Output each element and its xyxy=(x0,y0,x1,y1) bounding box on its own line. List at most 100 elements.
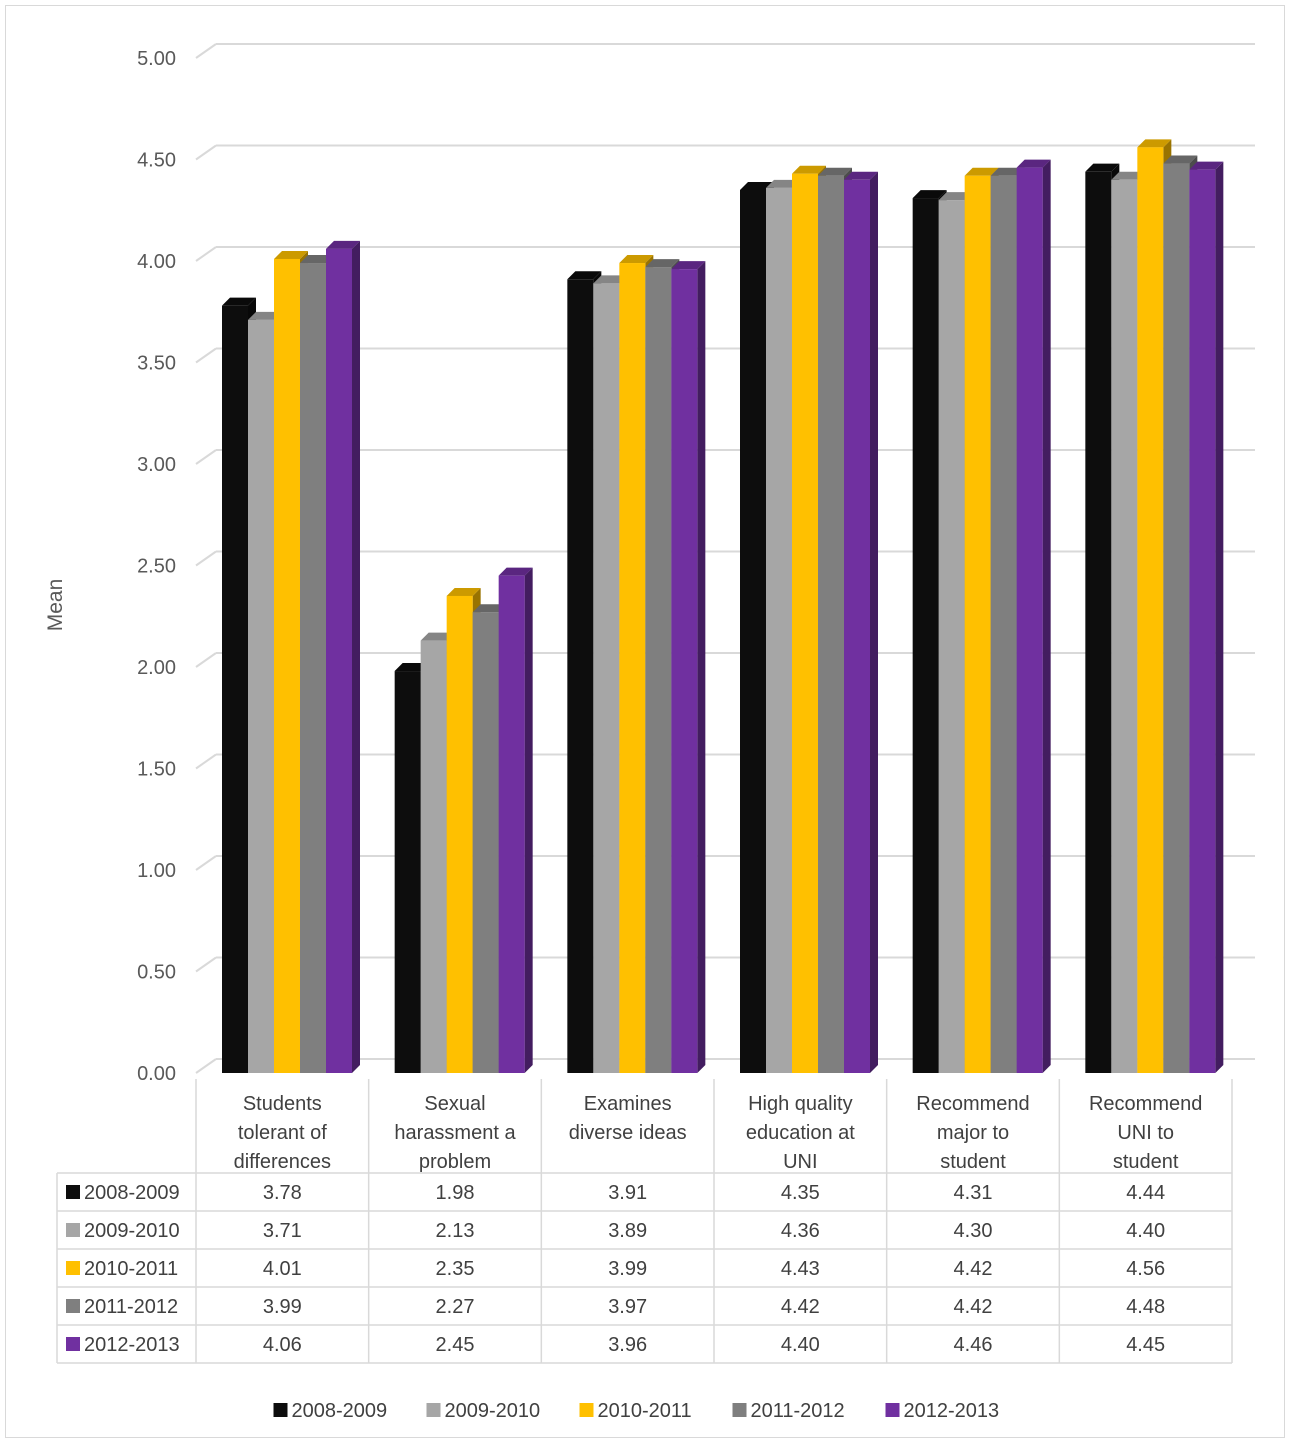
bar-top xyxy=(1163,155,1198,164)
bar-front xyxy=(645,267,672,1074)
legend-swatch xyxy=(273,1403,288,1417)
bar-top xyxy=(1085,163,1120,172)
gridline-diag xyxy=(195,449,217,465)
bar-side xyxy=(870,171,878,1074)
table-cell-value: 4.35 xyxy=(781,1182,820,1204)
y-tick-label: 5.00 xyxy=(137,48,176,70)
y-tick-label: 3.00 xyxy=(137,454,176,476)
bar-side xyxy=(697,261,706,1073)
y-tick-label: 4.50 xyxy=(137,150,176,172)
table-cell-value: 4.01 xyxy=(263,1258,302,1280)
y-tick-label: 2.50 xyxy=(137,556,176,578)
bar-front xyxy=(567,279,594,1073)
bar-front xyxy=(938,200,965,1074)
table-cell-value: 3.78 xyxy=(263,1182,302,1204)
bar-top xyxy=(1016,159,1051,168)
bar-top xyxy=(964,167,999,176)
bar-side xyxy=(524,567,533,1073)
table-cell-value: 1.98 xyxy=(436,1182,475,1204)
bar-top xyxy=(938,192,973,201)
bar-top xyxy=(818,167,852,176)
table-legend-key xyxy=(66,1299,80,1313)
table-cell-value: 3.99 xyxy=(608,1258,647,1280)
bar-top xyxy=(300,255,334,264)
table-series-name: 2010-2011 xyxy=(84,1258,178,1280)
legend-label: 2009-2010 xyxy=(445,1400,541,1422)
category-label: problem xyxy=(419,1151,491,1173)
legend-label: 2011-2012 xyxy=(751,1400,845,1422)
bar-front xyxy=(446,595,473,1073)
bar-front xyxy=(222,305,248,1073)
table-cell-value: 3.97 xyxy=(608,1296,647,1318)
bar-front xyxy=(326,248,352,1073)
category-label: UNI to xyxy=(1117,1122,1174,1144)
table-cell-value: 4.56 xyxy=(1126,1258,1165,1280)
bar-front xyxy=(818,175,844,1074)
bar-front xyxy=(740,189,766,1073)
legend-label: 2010-2011 xyxy=(598,1400,692,1422)
gridline-diag xyxy=(195,1058,217,1074)
bar-top xyxy=(844,171,878,180)
y-tick-label: 2.00 xyxy=(137,657,176,679)
y-tick-label: 4.00 xyxy=(137,251,176,273)
category-label: Recommend xyxy=(1089,1093,1202,1115)
table-cell-value: 4.43 xyxy=(781,1258,820,1280)
y-axis-label: Mean xyxy=(44,579,67,632)
table-legend-key xyxy=(66,1337,80,1351)
bar-top xyxy=(671,261,706,270)
category-label: Recommend xyxy=(916,1093,1029,1115)
data-table: Students tolerant of differences Sexual hara… xyxy=(56,1079,1233,1364)
bar-front xyxy=(990,175,1017,1074)
legend-item: 2010-2011 xyxy=(579,1400,692,1422)
bar-top xyxy=(222,297,256,306)
gridline-diag xyxy=(195,347,217,364)
table-series-name: 2008-2009 xyxy=(84,1182,180,1204)
bar xyxy=(844,171,878,1074)
bar-top xyxy=(645,259,680,268)
legend-item: 2009-2010 xyxy=(426,1400,541,1422)
bar-front xyxy=(498,575,525,1073)
category-label: tolerant of xyxy=(238,1122,327,1144)
table-series-name: 2009-2010 xyxy=(84,1220,180,1242)
table-cell-value: 4.06 xyxy=(263,1334,302,1356)
bar-top xyxy=(912,190,947,199)
bar-front xyxy=(274,258,300,1074)
category-label: Sexual xyxy=(424,1093,485,1115)
legend-swatch xyxy=(579,1403,594,1417)
bar-top xyxy=(619,255,654,264)
bar-front xyxy=(1137,147,1164,1073)
category-label: student xyxy=(940,1151,1006,1173)
y-tick-label: 1.00 xyxy=(137,860,176,882)
bar-top xyxy=(567,271,602,280)
category-label: Students xyxy=(243,1093,322,1115)
table-cell-value: 2.35 xyxy=(436,1258,475,1280)
gridline-diag xyxy=(195,753,217,770)
bar-top xyxy=(1137,139,1172,148)
bar xyxy=(498,567,533,1073)
table-cell-value: 2.45 xyxy=(436,1334,475,1356)
bar-top xyxy=(274,250,308,259)
y-tick-label: 0.50 xyxy=(137,962,176,984)
bar-front xyxy=(792,173,818,1073)
bar xyxy=(326,240,360,1073)
legend-swatch xyxy=(885,1403,900,1417)
table-cell-value: 4.42 xyxy=(781,1296,820,1318)
category-label: education at xyxy=(746,1122,855,1144)
gridline-diag xyxy=(195,246,217,262)
bar-side xyxy=(1042,159,1051,1073)
bar-top xyxy=(420,632,455,641)
bar-front xyxy=(394,671,421,1073)
bar-front xyxy=(420,640,447,1073)
bar-top xyxy=(326,240,360,249)
category-label: Examines xyxy=(584,1093,672,1115)
table-cell-value: 4.45 xyxy=(1126,1334,1165,1356)
table-cell-value: 3.99 xyxy=(263,1296,302,1318)
bar-top xyxy=(740,181,774,190)
gridline-diag xyxy=(195,43,217,59)
category-label: UNI xyxy=(783,1151,817,1173)
gridline-diag xyxy=(195,956,217,973)
table-cell-value: 4.46 xyxy=(954,1334,993,1356)
table-cell-value: 4.44 xyxy=(1126,1182,1165,1204)
table-cell-value: 4.42 xyxy=(954,1296,993,1318)
table-legend-key xyxy=(66,1185,80,1199)
